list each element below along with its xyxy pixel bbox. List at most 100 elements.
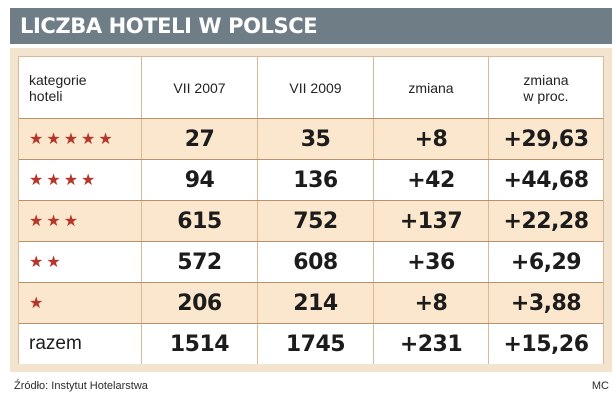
change-cell: +42 [373,160,488,200]
change-value: +42 [407,167,455,193]
change-cell: +137 [373,201,488,241]
change-percent-value: +29,63 [503,126,589,152]
author-initials: MC [591,380,609,392]
change-value: +231 [399,331,463,357]
header-cell-2009: VII 2009 [257,57,373,118]
star-icon: ★ [29,293,44,312]
table-row: ★ ★ ★ 615 752 +137 +22,28 [19,200,603,241]
value-2007-value: 206 [177,290,222,316]
category-cell: ★ ★ ★ [19,201,141,241]
change-percent-value: +15,26 [503,331,589,357]
source-note: Źródło: Instytut Hotelarstwa [14,380,148,392]
value-2009-value: 1745 [285,331,346,357]
change-cell: +8 [373,283,488,323]
change-percent-cell: +6,29 [488,242,603,282]
header-2007-label: VII 2007 [173,79,226,96]
header-category-label: kategorie hoteli [29,71,87,104]
change-value: +8 [414,126,448,152]
star-rating: ★ ★ ★ [29,213,78,229]
star-icon: ★ [46,170,61,189]
value-2009-cell: 136 [257,160,373,200]
star-icon: ★ [29,252,44,271]
value-2007-value: 1514 [169,331,230,357]
footer: Źródło: Instytut Hotelarstwa MC [14,378,609,394]
star-rating: ★ ★ [29,254,61,270]
change-percent-cell: +44,68 [488,160,603,200]
table-row: razem 1514 1745 +231 +15,26 [19,323,603,364]
title-bar: LICZBA HOTELI W POLSCE [10,8,612,44]
star-icon: ★ [81,170,96,189]
change-percent-value: +3,88 [510,290,582,316]
value-2007-cell: 206 [141,283,257,323]
header-change-label: zmiana [408,79,454,96]
change-percent-cell: +29,63 [488,119,603,159]
value-2007-value: 572 [177,249,222,275]
change-value: +36 [407,249,455,275]
total-label: razem [29,333,82,354]
value-2009-value: 752 [293,208,338,234]
value-2007-cell: 572 [141,242,257,282]
star-rating: ★ ★ ★ ★ ★ [29,131,113,147]
header-cell-change-percent: zmiana w proc. [488,57,603,118]
header-cell-category: kategorie hoteli [19,57,141,118]
change-cell: +8 [373,119,488,159]
value-2009-value: 136 [293,167,338,193]
star-icon: ★ [46,211,61,230]
category-cell: razem [19,324,141,364]
value-2009-value: 608 [293,249,338,275]
star-icon: ★ [29,129,44,148]
value-2007-value: 94 [184,167,215,193]
header-cell-2007: VII 2007 [141,57,257,118]
category-cell: ★ ★ ★ ★ ★ [19,119,141,159]
value-2007-cell: 1514 [141,324,257,364]
value-2009-value: 35 [300,126,331,152]
value-2007-cell: 27 [141,119,257,159]
value-2009-value: 214 [293,290,338,316]
change-cell: +231 [373,324,488,364]
value-2009-cell: 608 [257,242,373,282]
value-2007-value: 27 [184,126,215,152]
table-row: ★ 206 214 +8 +3,88 [19,282,603,323]
star-icon: ★ [29,211,44,230]
value-2009-cell: 214 [257,283,373,323]
value-2009-cell: 1745 [257,324,373,364]
change-value: +137 [399,208,463,234]
change-percent-value: +22,28 [503,208,589,234]
star-icon: ★ [46,129,61,148]
header-cell-change: zmiana [373,57,488,118]
star-icon: ★ [63,129,79,148]
table-panel: kategorie hoteli VII 2007 VII 2009 zmian… [10,48,612,372]
hotel-table: kategorie hoteli VII 2007 VII 2009 zmian… [18,56,604,364]
header-2009-label: VII 2009 [289,79,342,96]
value-2007-value: 615 [177,208,222,234]
category-cell: ★ ★ ★ ★ [19,160,141,200]
star-icon: ★ [63,211,79,230]
change-value: +8 [414,290,448,316]
change-percent-cell: +3,88 [488,283,603,323]
value-2009-cell: 35 [257,119,373,159]
change-percent-value: +44,68 [503,167,589,193]
star-icon: ★ [46,252,61,271]
page-title: LICZBA HOTELI W POLSCE [20,14,318,38]
star-icon: ★ [63,170,79,189]
change-cell: +36 [373,242,488,282]
change-percent-cell: +22,28 [488,201,603,241]
value-2007-cell: 94 [141,160,257,200]
table-row: ★ ★ ★ ★ ★ 27 35 +8 +29,63 [19,118,603,159]
star-rating: ★ [29,295,43,311]
table-row: ★ ★ 572 608 +36 +6,29 [19,241,603,282]
star-icon: ★ [81,129,96,148]
category-cell: ★ [19,283,141,323]
value-2007-cell: 615 [141,201,257,241]
header-change-percent-label: zmiana w proc. [523,71,569,104]
star-icon: ★ [29,170,44,189]
change-percent-value: +6,29 [510,249,582,275]
table-row: ★ ★ ★ ★ 94 136 +42 +44,68 [19,159,603,200]
table-header-row: kategorie hoteli VII 2007 VII 2009 zmian… [19,57,603,118]
change-percent-cell: +15,26 [488,324,603,364]
value-2009-cell: 752 [257,201,373,241]
star-rating: ★ ★ ★ ★ [29,172,95,188]
star-icon: ★ [98,129,113,148]
category-cell: ★ ★ [19,242,141,282]
